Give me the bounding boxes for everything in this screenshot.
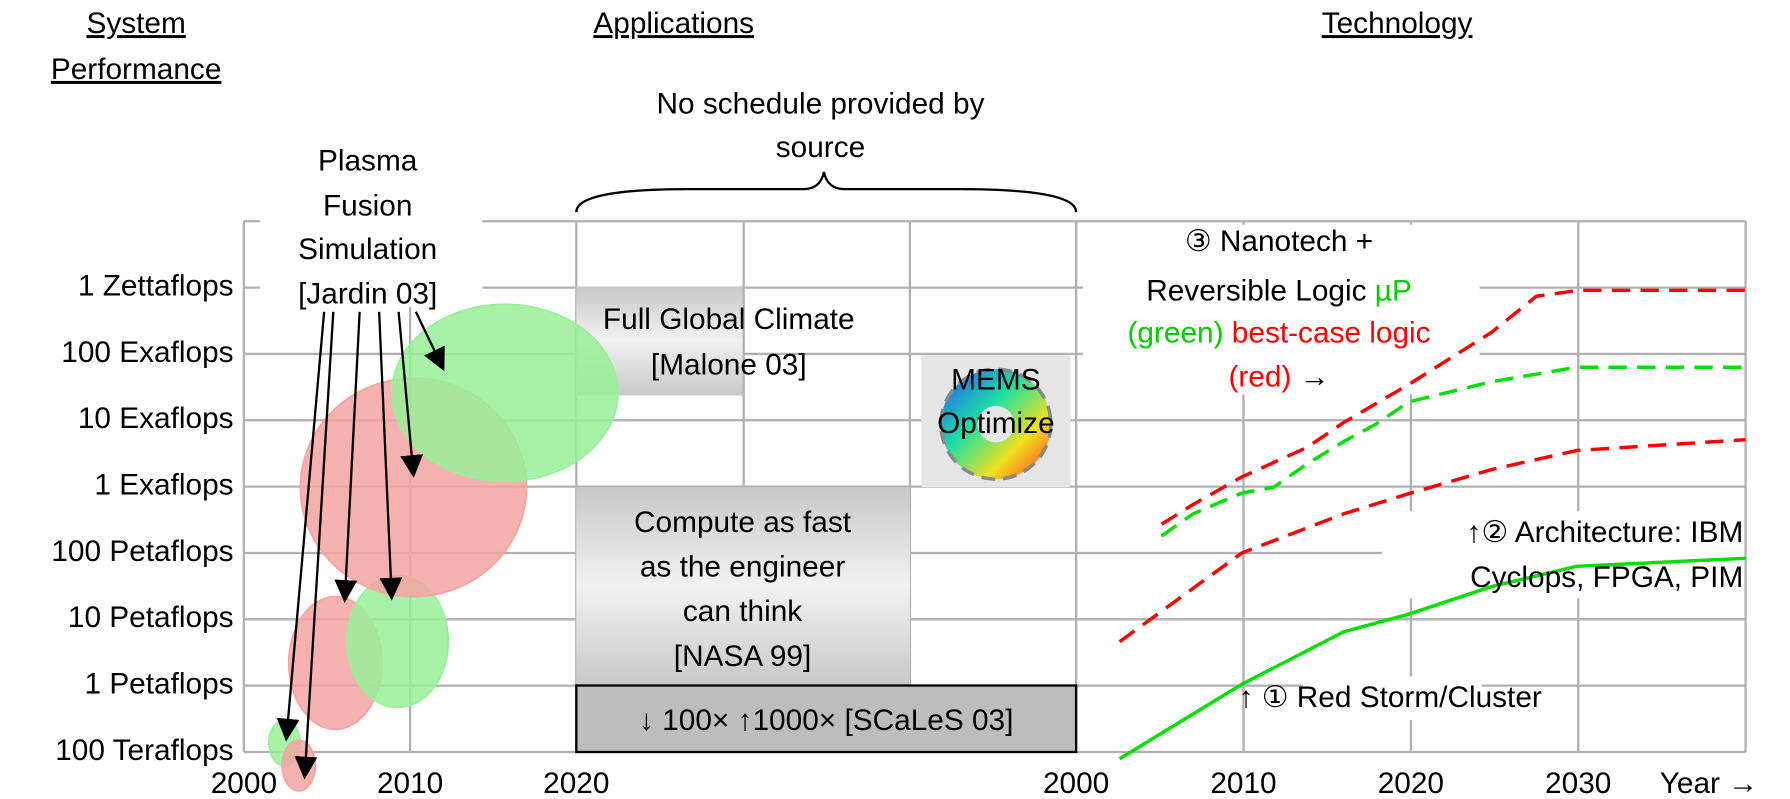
compute-text: Compute as fast xyxy=(634,506,852,539)
y-tick-label: 10 Petaflops xyxy=(68,601,234,634)
compute-text: [NASA 99] xyxy=(674,640,811,673)
x-tick-label: 2030 xyxy=(1545,767,1611,799)
y-tick-label: 100 Teraflops xyxy=(55,734,233,767)
x-tick-label: 2000 xyxy=(1043,767,1109,799)
plasma-label: [Jardin 03] xyxy=(298,278,437,311)
mems-gear-hole xyxy=(977,405,1015,443)
scales-text: ↓ 100× ↑1000× [SCaLeS 03] xyxy=(639,704,1013,737)
plasma-label: Plasma xyxy=(318,145,418,178)
architecture-text: Cyclops, FPGA, PIM xyxy=(1470,561,1743,594)
nanotech-segment: µP xyxy=(1375,274,1412,307)
nanotech-segment: (green) xyxy=(1127,317,1231,350)
header: Applications xyxy=(593,7,754,40)
tech-line xyxy=(1118,437,1746,644)
tech-line xyxy=(1118,556,1746,761)
y-tick-label: 10 Exaflops xyxy=(78,402,234,435)
nanotech-text: Reversible Logic µP xyxy=(1146,274,1412,307)
label-background xyxy=(1303,676,1482,720)
plasma-label: Simulation xyxy=(298,233,437,266)
nanotech-segment: (red) xyxy=(1229,360,1300,393)
nanotech-text: ③ Nanotech + xyxy=(1185,225,1373,258)
tech-line xyxy=(1160,365,1746,538)
arrow xyxy=(397,311,424,479)
nanotech-text: (green) best-case logic xyxy=(1127,317,1430,350)
x-tick-label: 2020 xyxy=(1378,767,1444,799)
compute-box xyxy=(576,487,910,686)
architecture-text: ↑② Architecture: IBM xyxy=(1467,516,1744,549)
arrow xyxy=(294,311,335,780)
texts: System Performance Applications Technolo… xyxy=(51,7,1758,799)
nanotech-segment: Reversible Logic xyxy=(1146,274,1375,307)
y-tick-label: 1 Exaflops xyxy=(94,468,233,501)
backgrounds xyxy=(259,135,1745,754)
label-background xyxy=(1382,511,1745,599)
arrow xyxy=(276,311,326,742)
tech-line xyxy=(1160,288,1746,526)
compute-text: as the engineer xyxy=(640,550,845,583)
y-tick-label: 100 Petaflops xyxy=(51,535,233,568)
y-tick-label: 1 Zettaflops xyxy=(78,269,234,302)
header: Performance xyxy=(51,53,222,86)
x-tick-label: 2010 xyxy=(377,767,443,799)
nanotech-segment: best-case logic xyxy=(1232,317,1431,350)
climate-text: Full Global Climate xyxy=(603,303,855,336)
nanotech-segment: → xyxy=(1300,360,1330,393)
compute-text: can think xyxy=(683,595,802,628)
x-axis-label: Year → xyxy=(1660,767,1758,799)
fusion-ellipse xyxy=(390,303,619,483)
arrow xyxy=(334,311,361,603)
brace xyxy=(575,171,1078,213)
fusion-ellipse xyxy=(281,739,317,792)
y-tick-label: 100 Exaflops xyxy=(61,336,233,369)
mems-text: MEMS xyxy=(951,364,1040,397)
plasma-label: Fusion xyxy=(323,189,412,222)
label-background xyxy=(259,135,483,308)
arrow xyxy=(378,311,403,601)
header: Technology xyxy=(1322,7,1473,40)
note: No schedule provided by xyxy=(656,87,984,120)
x-tick-label: 2010 xyxy=(1210,767,1276,799)
header: System xyxy=(86,7,185,40)
marks xyxy=(267,288,1746,792)
nanotech-text: (red) → xyxy=(1229,360,1330,393)
label-background xyxy=(1083,224,1480,395)
climate-text: [Malone 03] xyxy=(651,349,807,382)
arrows xyxy=(276,311,445,780)
scales-box xyxy=(575,684,1078,754)
note: source xyxy=(776,131,865,164)
nanotech-segment: ③ Nanotech + xyxy=(1185,225,1373,258)
x-tick-label: 2000 xyxy=(211,767,277,799)
x-tick-label: 2020 xyxy=(543,767,609,799)
mems-text: Optimize xyxy=(937,407,1055,440)
red-storm-text: ↑ ① Red Storm/Cluster xyxy=(1239,681,1542,714)
arrow xyxy=(414,311,445,372)
y-tick-label: 1 Petaflops xyxy=(84,668,233,701)
